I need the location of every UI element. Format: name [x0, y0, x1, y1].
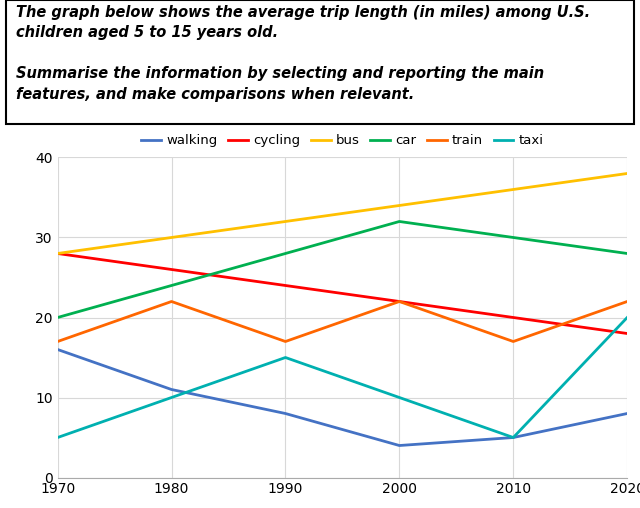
Text: The graph below shows the average trip length (in miles) among U.S.
children age: The graph below shows the average trip l… [16, 5, 590, 102]
FancyBboxPatch shape [6, 0, 634, 124]
Legend: walking, cycling, bus, car, train, taxi: walking, cycling, bus, car, train, taxi [136, 129, 549, 153]
